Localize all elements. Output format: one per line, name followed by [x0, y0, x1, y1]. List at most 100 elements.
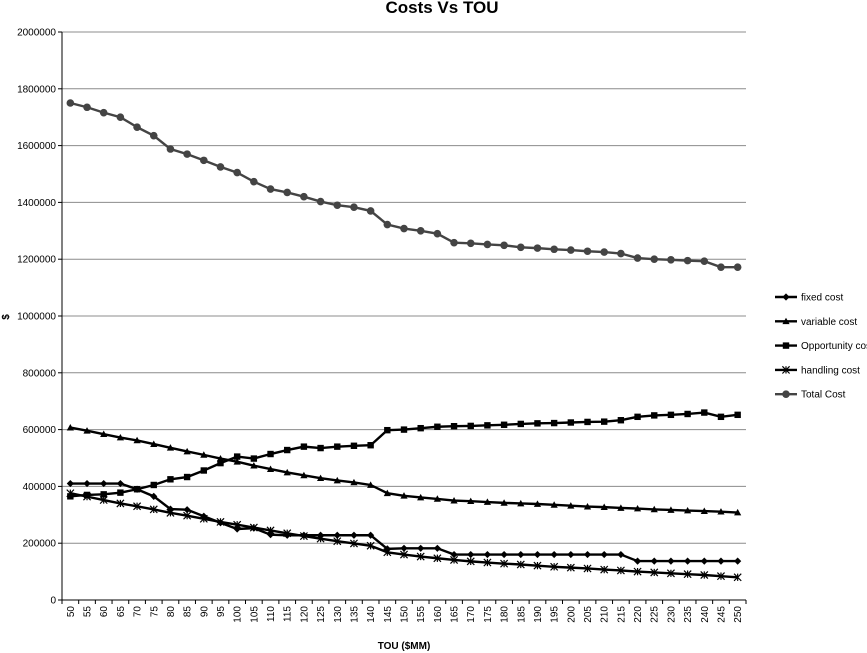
data-point-variable-cost — [116, 433, 124, 441]
data-point-total-cost — [283, 188, 292, 197]
series-line-opportunity-cost — [70, 411, 738, 498]
x-tick-label: 55 — [83, 606, 94, 618]
x-tick-label: 185 — [516, 606, 527, 623]
data-point-variable-cost — [216, 454, 225, 462]
data-point-fixed-cost — [83, 479, 91, 488]
legend-item-opportunity-cost: Opportunity cost — [775, 341, 867, 352]
x-tick-label: 215 — [616, 606, 627, 623]
x-tick-label: 245 — [716, 606, 727, 623]
data-point-handling-cost — [500, 559, 509, 568]
data-point-handling-cost — [533, 561, 542, 570]
data-point-handling-cost — [216, 517, 225, 526]
data-point-variable-cost — [183, 447, 191, 455]
data-point-opportunity-cost — [634, 413, 641, 421]
data-point-opportunity-cost — [400, 426, 408, 433]
data-point-total-cost — [266, 185, 275, 193]
data-point-opportunity-cost — [517, 420, 524, 428]
data-point-handling-cost — [483, 558, 492, 567]
data-point-handling-cost — [666, 569, 675, 578]
legend-label: Total Cost — [801, 390, 846, 401]
data-point-handling-cost — [266, 526, 275, 535]
data-point-handling-cost — [349, 539, 358, 548]
data-point-handling-cost — [716, 572, 726, 581]
data-point-fixed-cost — [517, 550, 525, 559]
data-point-handling-cost — [733, 573, 742, 582]
x-tick-label: 85 — [183, 606, 194, 618]
x-tick-label: 200 — [566, 606, 577, 623]
data-point-total-cost — [350, 203, 358, 212]
x-tick-label: 60 — [99, 606, 110, 618]
x-tick-label: 90 — [199, 606, 210, 618]
x-tick-label: 220 — [633, 606, 644, 623]
data-point-total-cost — [233, 168, 241, 177]
data-point-opportunity-cost — [233, 453, 241, 460]
data-point-variable-cost — [350, 478, 358, 486]
data-point-opportunity-cost — [317, 444, 324, 452]
data-point-total-cost — [149, 131, 158, 140]
data-point-total-cost — [99, 108, 108, 117]
data-point-variable-cost — [433, 495, 441, 502]
x-tick-label: 80 — [166, 606, 177, 618]
data-point-fixed-cost — [717, 557, 725, 565]
data-point-opportunity-cost — [133, 486, 141, 493]
x-tick-label: 95 — [216, 606, 227, 618]
data-point-fixed-cost — [100, 479, 108, 488]
data-point-variable-cost — [650, 505, 658, 513]
data-point-fixed-cost — [116, 479, 124, 488]
x-tick-label: 190 — [533, 606, 544, 623]
data-point-variable-cost — [266, 465, 275, 472]
data-point-handling-cost — [133, 502, 142, 511]
data-point-handling-cost — [516, 560, 525, 569]
data-point-total-cost — [633, 254, 642, 262]
y-axis-label: $ — [1, 314, 12, 320]
data-point-total-cost — [383, 220, 392, 229]
data-point-variable-cost — [100, 430, 108, 438]
series-line-total-cost — [70, 101, 738, 269]
data-point-total-cost — [516, 243, 525, 252]
data-point-total-cost — [500, 241, 508, 250]
data-point-handling-cost — [149, 505, 158, 514]
data-point-variable-cost — [600, 503, 608, 511]
data-point-total-cost — [216, 163, 225, 171]
data-point-handling-cost — [399, 550, 409, 559]
gridlines — [62, 31, 746, 544]
data-point-opportunity-cost — [617, 417, 625, 424]
x-axis-ticks: 50 55 60 65 70 75 80 85 90 95 100 105 110 115 120 125 13… — [61, 600, 747, 623]
data-point-opportunity-cost — [300, 443, 308, 450]
x-tick-label: 170 — [466, 606, 477, 623]
data-point-handling-cost — [383, 548, 392, 557]
x-axis-label: TOU ($MM) — [378, 641, 431, 652]
data-point-total-cost — [617, 249, 625, 258]
data-point-total-cost — [300, 192, 308, 201]
data-point-total-cost — [66, 99, 75, 107]
data-point-total-cost — [366, 207, 375, 215]
data-point-variable-cost — [66, 424, 74, 431]
y-tick-label: 1800000 — [17, 84, 56, 95]
data-point-opportunity-cost — [567, 419, 575, 426]
x-tick-label: 240 — [700, 606, 711, 623]
data-point-variable-cost — [583, 502, 592, 510]
data-point-fixed-cost — [467, 550, 475, 559]
data-point-total-cost — [133, 123, 141, 131]
data-point-variable-cost — [283, 468, 291, 476]
data-point-handling-cost — [650, 568, 659, 577]
data-point-handling-cost — [450, 555, 459, 564]
data-point-handling-cost — [616, 566, 625, 575]
series-opportunity-cost — [67, 409, 741, 500]
data-point-handling-cost — [550, 562, 559, 571]
data-point-opportunity-cost — [150, 481, 157, 489]
data-point-total-cost — [600, 248, 608, 256]
data-point-variable-cost — [550, 501, 558, 508]
data-point-variable-cost — [300, 471, 308, 479]
y-tick-label: 600000 — [23, 425, 57, 436]
data-point-variable-cost — [133, 436, 141, 444]
data-point-opportunity-cost — [284, 446, 291, 454]
data-point-fixed-cost — [183, 506, 191, 514]
data-point-handling-cost — [116, 499, 125, 508]
data-point-handling-cost — [183, 511, 192, 520]
data-point-opportunity-cost — [384, 426, 391, 434]
x-tick-label: 210 — [600, 606, 611, 623]
data-point-total-cost — [433, 229, 442, 238]
data-point-fixed-cost — [650, 557, 658, 565]
